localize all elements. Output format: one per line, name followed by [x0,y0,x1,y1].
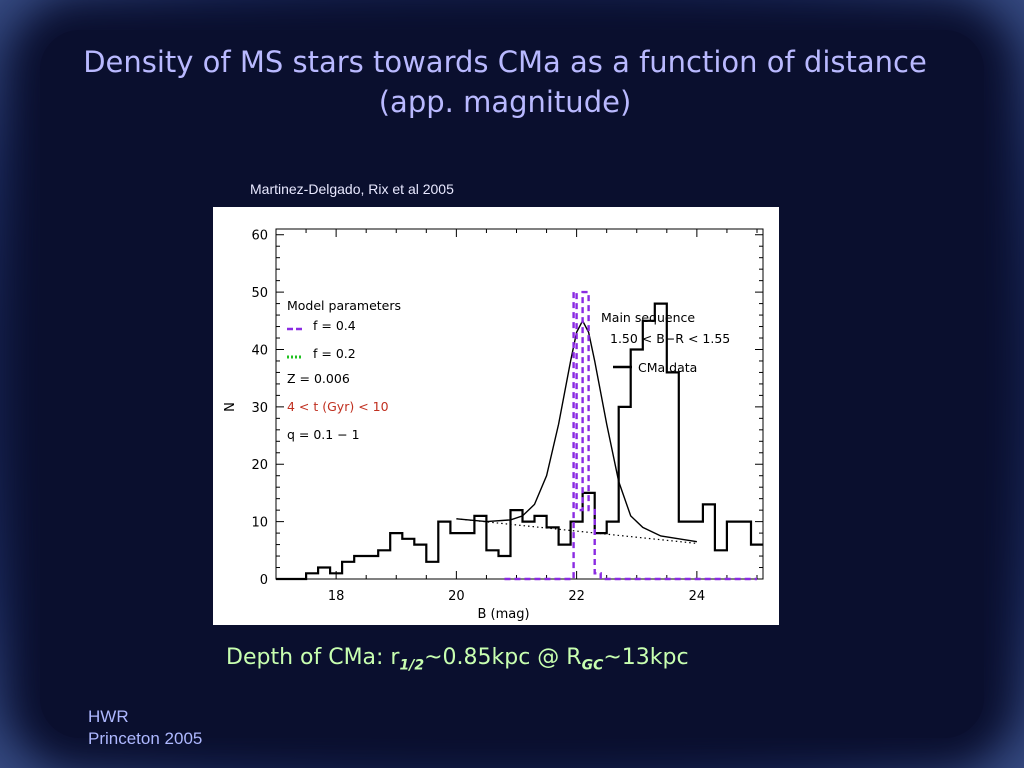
plot-panel: 0 10 20 30 40 50 60 18 20 22 24 B (mag) N Model para… [213,207,779,625]
y-tick-label: 40 [251,343,268,358]
slide-title: Density of MS stars towards CMa as a fun… [83,45,927,119]
cma-data-histogram [276,302,763,581]
x-tick-label: 24 [689,589,706,604]
depth-caption: Depth of CMa: r1/2~0.85kpc @ RGC~13kpc [226,645,689,673]
y-axis-label: N [223,402,238,412]
y-tick-label: 60 [251,229,268,244]
caption-sub-gc: GC [581,657,604,674]
legend-main-sequence: Main sequence [601,310,695,325]
legend-cma-label: CMa data [638,360,697,375]
x-tick-label: 22 [568,589,585,604]
y-tick-label: 0 [260,573,268,588]
caption-suffix: ~13kpc [603,645,689,670]
y-tick-label: 30 [251,401,268,416]
legend-color-range: 1.50 < B−R < 1.55 [610,331,730,346]
footer-place-year: Princeton 2005 [88,729,203,748]
density-histogram-plot: 0 10 20 30 40 50 60 18 20 22 24 B (mag) N Model para… [223,228,764,622]
legend-f02-label: f = 0.2 [313,346,356,361]
x-tick-label: 20 [448,589,465,604]
legend-header: Model parameters [287,298,401,313]
caption-mid: ~0.85kpc @ R [424,645,582,670]
caption-prefix: Depth of CMa: r [226,645,400,670]
y-tick-label: 10 [251,516,268,531]
legend-age-range: 4 < t (Gyr) < 10 [287,399,389,414]
footer: HWR Princeton 2005 [88,706,202,750]
footer-author: HWR [88,707,129,726]
figure-credit: Martinez-Delgado, Rix et al 2005 [250,181,454,197]
caption-sub-half: 1/2 [399,657,425,674]
x-axis-label: B (mag) [477,607,529,622]
y-tick-label: 20 [251,458,268,473]
x-tick-label: 18 [328,589,345,604]
legend-f04-label: f = 0.4 [313,318,356,333]
legend-mass-ratio: q = 0.1 − 1 [287,427,360,442]
y-tick-label: 50 [251,286,268,301]
legend-metallicity: Z = 0.006 [287,371,350,386]
model-f04-dashed [504,290,757,581]
